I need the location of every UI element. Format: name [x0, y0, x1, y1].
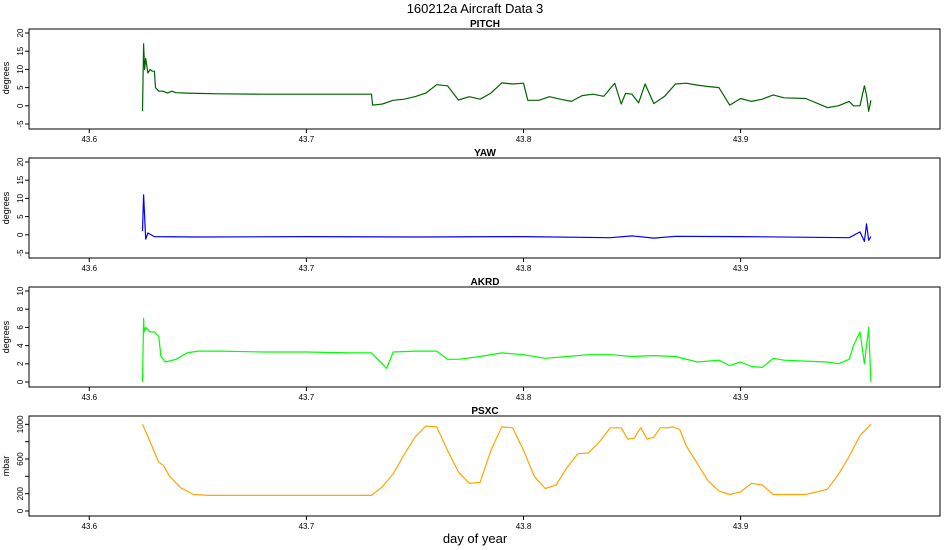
y-tick-label: 15: [16, 46, 25, 55]
panel-pitch: PITCH degrees 43.6 43.7 43.8 43.9 -5 0 5 10 15 20: [1, 19, 941, 144]
y-tick-label: 20: [16, 28, 25, 37]
y-tick-label: 4: [16, 343, 25, 348]
panel-title: PSXC: [471, 406, 498, 417]
data-line: [141, 317, 872, 383]
y-tick-label: 0: [16, 232, 25, 237]
axes: 43.6 43.7 43.8 43.9 0 2 4 6 8 10: [16, 286, 941, 402]
y-tick-label: 200: [16, 486, 25, 500]
x-tick-label: 43.6: [81, 522, 97, 531]
y-tick-label: 1000: [16, 415, 25, 433]
panel-title: YAW: [474, 148, 496, 159]
axes: 43.6 43.7 43.8 43.9 0 200 600 1000: [16, 415, 941, 531]
series-line: [141, 43, 872, 112]
y-tick-label: 600: [16, 452, 25, 466]
panel-yaw: YAW degrees 43.6 43.7 43.8 43.9 -5 0 5 10 15 20: [1, 148, 941, 273]
y-axis-label: degrees: [1, 320, 11, 353]
panel-akrd: AKRD degrees 43.6 43.7 43.8 43.9 0 2 4 6 8 10: [1, 277, 941, 402]
x-tick-label: 43.9: [733, 522, 749, 531]
data-line: [141, 423, 872, 496]
x-tick-label: 43.6: [81, 393, 97, 402]
y-tick-label: 10: [16, 64, 25, 73]
x-tick-label: 43.9: [733, 264, 749, 273]
y-tick-label: 20: [16, 157, 25, 166]
x-tick-label: 43.7: [299, 393, 315, 402]
x-tick-label: 43.7: [299, 135, 315, 144]
y-tick-label: -5: [16, 120, 25, 128]
axes: 43.6 43.7 43.8 43.9 -5 0 5 10 15 20: [16, 28, 941, 144]
y-tick-label: 8: [16, 306, 25, 311]
plot-frame: [28, 415, 941, 517]
x-axis-label: day of year: [443, 531, 508, 546]
y-axis-label: mbar: [1, 456, 11, 477]
panel-psxc: PSXC mbar 43.6 43.7 43.8 43.9 0 200 600 1000: [1, 406, 941, 531]
y-tick-label: 10: [16, 286, 25, 295]
panel-title: PITCH: [470, 19, 500, 30]
x-tick-label: 43.9: [733, 393, 749, 402]
data-line: [141, 43, 872, 112]
x-tick-label: 43.9: [733, 135, 749, 144]
y-tick-label: 5: [16, 85, 25, 90]
x-tick-label: 43.7: [299, 522, 315, 531]
x-tick-label: 43.6: [81, 264, 97, 273]
y-tick-label: 0: [16, 103, 25, 108]
x-tick-label: 43.8: [516, 264, 532, 273]
y-tick-label: 15: [16, 175, 25, 184]
x-tick-label: 43.8: [516, 135, 532, 144]
y-axis-label: degrees: [1, 61, 11, 94]
y-axis-label: degrees: [1, 191, 11, 224]
y-tick-label: 0: [16, 508, 25, 513]
series-line: [141, 423, 872, 496]
panel-title: AKRD: [471, 277, 500, 288]
plot-frame: [28, 286, 941, 388]
y-tick-label: 0: [16, 379, 25, 384]
series-line: [141, 317, 872, 383]
y-tick-label: 2: [16, 361, 25, 366]
y-tick-label: 5: [16, 214, 25, 219]
series-line: [141, 194, 872, 242]
data-line: [141, 194, 872, 242]
y-tick-label: 6: [16, 325, 25, 330]
y-tick-label: -5: [16, 249, 25, 257]
plot-frame: [28, 157, 941, 259]
figure-title: 160212a Aircraft Data 3: [407, 1, 544, 16]
axes: 43.6 43.7 43.8 43.9 -5 0 5 10 15 20: [16, 157, 941, 273]
x-tick-label: 43.8: [516, 522, 532, 531]
y-tick-label: 10: [16, 193, 25, 202]
x-tick-label: 43.7: [299, 264, 315, 273]
x-tick-label: 43.8: [516, 393, 532, 402]
plot-frame: [28, 28, 941, 130]
x-tick-label: 43.6: [81, 135, 97, 144]
